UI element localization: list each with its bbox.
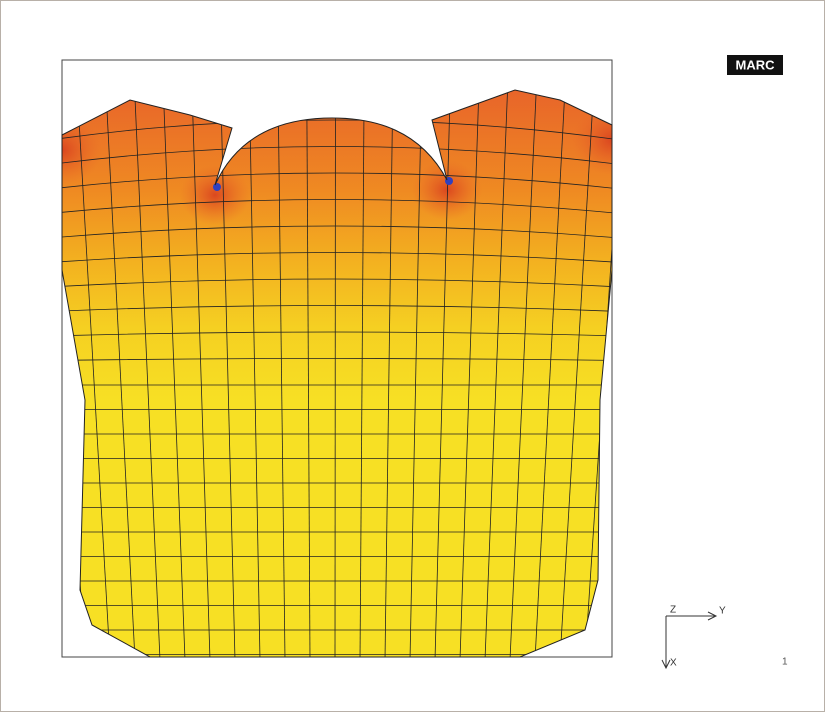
axis-y: Y — [719, 606, 726, 617]
frame-number: 1 — [782, 657, 788, 668]
mesh — [22, 80, 652, 660]
viewport: MARC Z Y X 1 — [0, 0, 825, 712]
logo: MARC — [736, 57, 776, 72]
axis-z: Z — [670, 605, 676, 616]
axis-x: X — [670, 658, 677, 669]
